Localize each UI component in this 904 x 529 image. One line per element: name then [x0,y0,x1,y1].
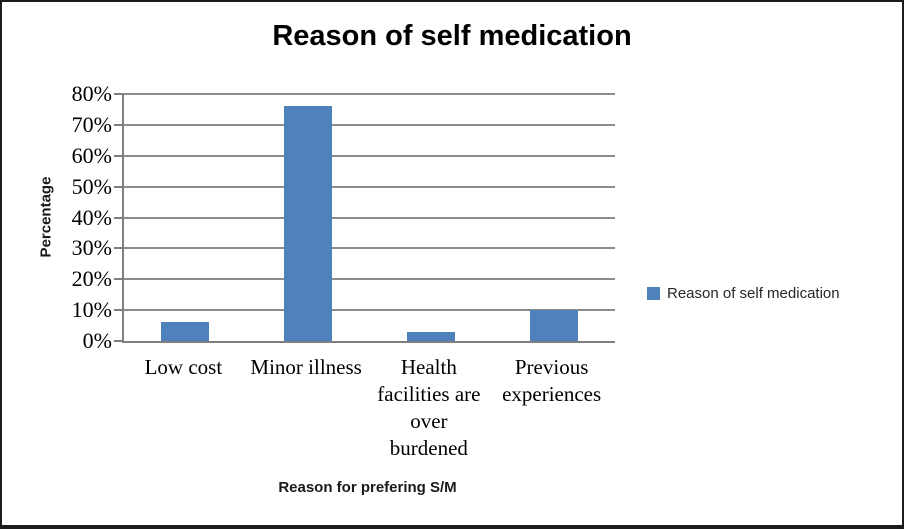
x-category-label: Previous experiences [502,355,602,406]
y-axis-tick-mark [114,185,124,188]
y-axis-tick-mark [114,93,124,95]
y-tick-label: 20% [71,266,112,292]
x-axis-title: Reason for prefering S/M [278,479,457,496]
y-tick-label: 30% [71,235,112,261]
gridline [124,247,615,250]
gridline [124,309,615,312]
plot-area [114,93,615,343]
y-axis-tick-mark [114,216,124,219]
gridline [124,185,615,188]
y-axis-tick-mark [114,247,124,250]
bar-health-facilities-are-over-burdened [406,331,455,341]
gridline [124,154,615,157]
y-axis-tick-mark [114,309,124,312]
gridline [124,93,615,95]
gridline [124,216,615,219]
gridline [124,278,615,281]
y-tick-label: 0% [82,328,112,353]
bar-minor-illness [284,106,333,341]
y-axis-tick-mark [114,340,124,342]
chart-title: Reason of self medication [272,20,632,52]
x-category-label: Health facilities are over burdened [377,355,481,460]
x-category-label: Minor illness [250,355,362,379]
x-category-label: Low cost [144,355,223,379]
legend: Reason of self medication [647,285,840,302]
y-tick-label: 80% [71,81,112,106]
y-axis-tick-mark [114,278,124,281]
y-tick-label: 70% [71,111,112,137]
gridline [124,123,615,126]
bar-previous-experiences [529,310,578,341]
y-tick-label: 10% [71,297,112,323]
legend-label: Reason of self medication [667,285,840,302]
y-tick-label: 40% [71,204,112,230]
y-tick-label: 60% [71,142,112,168]
y-tick-label: 50% [71,173,112,199]
y-axis-tick-mark [114,123,124,126]
y-axis-tick-mark [114,154,124,157]
legend-series-marker-icon [647,287,660,300]
bar-low-cost [161,322,210,341]
